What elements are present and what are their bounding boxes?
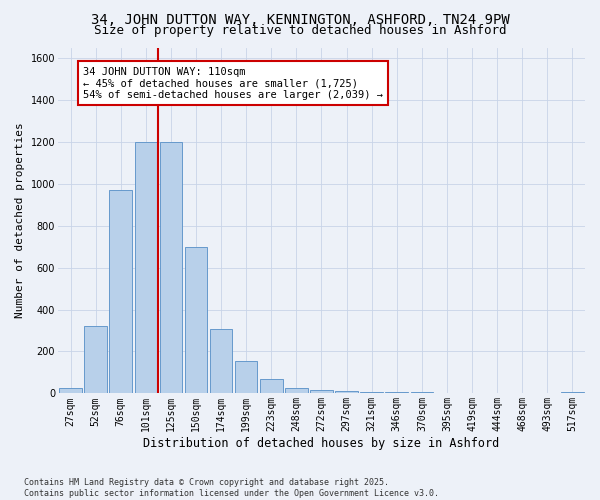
Bar (310, 390, 333, 394)
Text: 34 JOHN DUTTON WAY: 110sqm
← 45% of detached houses are smaller (1,725)
54% of s: 34 JOHN DUTTON WAY: 110sqm ← 45% of deta… (83, 66, 383, 100)
Bar (361, 392, 383, 394)
Bar (85, 326, 107, 394)
Bar (185, 246, 207, 394)
X-axis label: Distribution of detached houses by size in Ashford: Distribution of detached houses by size … (143, 437, 500, 450)
Bar (160, 142, 182, 394)
Bar (285, 388, 308, 394)
Text: Size of property relative to detached houses in Ashford: Size of property relative to detached ho… (94, 24, 506, 37)
Bar (561, 392, 584, 394)
Bar (410, 392, 433, 394)
Bar (210, 330, 232, 394)
Bar (385, 392, 408, 394)
Bar (235, 361, 257, 394)
Y-axis label: Number of detached properties: Number of detached properties (15, 122, 25, 318)
Bar (59, 388, 82, 394)
Text: Contains HM Land Registry data © Crown copyright and database right 2025.
Contai: Contains HM Land Registry data © Crown c… (24, 478, 439, 498)
Bar (134, 142, 157, 394)
Bar (260, 378, 283, 394)
Bar (109, 190, 132, 394)
Bar (335, 392, 358, 394)
Text: 34, JOHN DUTTON WAY, KENNINGTON, ASHFORD, TN24 9PW: 34, JOHN DUTTON WAY, KENNINGTON, ASHFORD… (91, 12, 509, 26)
